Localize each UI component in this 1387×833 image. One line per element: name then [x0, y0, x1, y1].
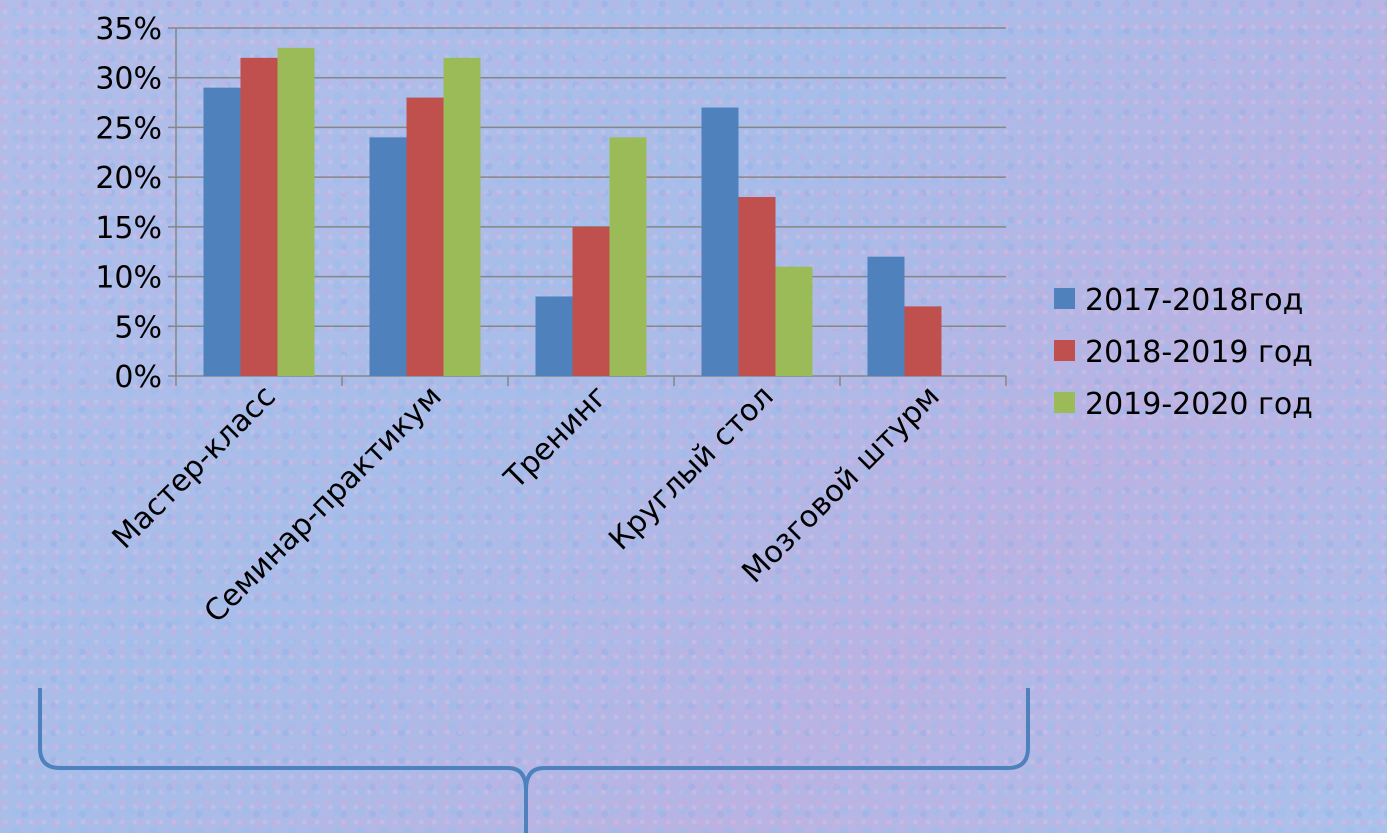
bar: [739, 197, 776, 376]
bar: [204, 88, 241, 376]
y-tick-label: 20%: [95, 161, 162, 196]
y-tick-label: 0%: [114, 360, 162, 395]
bar: [241, 58, 278, 376]
bar: [776, 267, 813, 376]
y-tick-label: 35%: [95, 12, 162, 47]
bar: [370, 137, 407, 376]
bar: [278, 48, 315, 376]
legend-label: 2018-2019 год: [1085, 335, 1313, 370]
y-tick-label: 5%: [114, 310, 162, 345]
bar: [407, 98, 444, 376]
legend-swatch: [1054, 392, 1075, 413]
y-tick-label: 15%: [95, 211, 162, 246]
bar: [905, 306, 942, 376]
y-tick-label: 25%: [95, 111, 162, 146]
bar: [573, 227, 610, 376]
x-tick-label: Мастер-класс: [106, 379, 283, 556]
legend-swatch: [1054, 340, 1075, 361]
bar: [702, 108, 739, 376]
bar: [536, 296, 573, 376]
y-tick-label: 10%: [95, 261, 162, 296]
legend-label: 2017-2018год: [1085, 283, 1303, 318]
y-tick-label: 30%: [95, 62, 162, 97]
legend: 2017-2018год 2018-2019 год 2019-2020 год: [1054, 283, 1313, 422]
bar: [868, 257, 905, 376]
curly-brace-decoration: [40, 688, 1028, 833]
legend-swatch: [1054, 288, 1075, 309]
bar: [610, 137, 647, 376]
x-tick-label: Круглый стол: [602, 379, 780, 557]
y-tick-labels: 0% 5% 10% 15% 20% 25% 30% 35%: [95, 12, 162, 395]
bar: [444, 58, 481, 376]
x-tick-label: Тренинг: [497, 379, 615, 497]
legend-label: 2019-2020 год: [1085, 387, 1313, 422]
